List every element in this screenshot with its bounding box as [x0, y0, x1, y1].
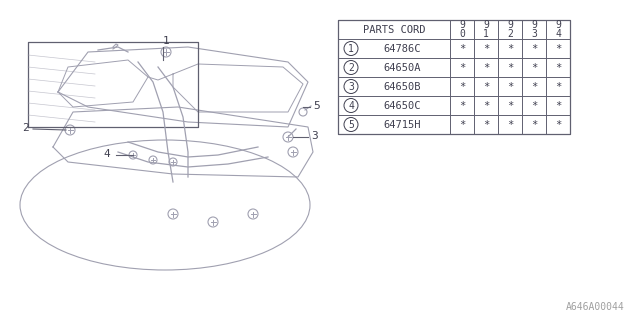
- Circle shape: [65, 125, 75, 135]
- Text: *: *: [555, 44, 561, 53]
- Text: 5: 5: [348, 119, 354, 130]
- Circle shape: [288, 147, 298, 157]
- Text: *: *: [459, 100, 465, 110]
- Text: *: *: [531, 82, 537, 92]
- Circle shape: [169, 158, 177, 166]
- Text: PARTS CORD: PARTS CORD: [363, 25, 425, 35]
- Text: 64786C: 64786C: [383, 44, 420, 53]
- Text: 64650A: 64650A: [383, 62, 420, 73]
- Circle shape: [168, 209, 178, 219]
- Text: *: *: [507, 62, 513, 73]
- Text: *: *: [555, 100, 561, 110]
- Text: *: *: [483, 119, 489, 130]
- Text: *: *: [531, 44, 537, 53]
- Text: 9
2: 9 2: [507, 20, 513, 39]
- Text: 9
1: 9 1: [483, 20, 489, 39]
- Text: 3: 3: [348, 82, 354, 92]
- Text: *: *: [555, 62, 561, 73]
- Text: 9
0: 9 0: [459, 20, 465, 39]
- Text: A646A00044: A646A00044: [566, 302, 625, 312]
- Text: *: *: [555, 82, 561, 92]
- Bar: [338, 20, 570, 134]
- Text: *: *: [531, 100, 537, 110]
- Text: 9
4: 9 4: [555, 20, 561, 39]
- Text: *: *: [483, 100, 489, 110]
- Text: *: *: [483, 44, 489, 53]
- Text: 4: 4: [348, 100, 354, 110]
- Text: 3: 3: [311, 131, 317, 141]
- Text: 64650B: 64650B: [383, 82, 420, 92]
- Text: 2: 2: [22, 123, 29, 133]
- Circle shape: [129, 151, 137, 159]
- Text: *: *: [459, 119, 465, 130]
- Text: *: *: [531, 62, 537, 73]
- Circle shape: [149, 156, 157, 164]
- Text: *: *: [483, 62, 489, 73]
- Text: 9
3: 9 3: [531, 20, 537, 39]
- Text: 2: 2: [348, 62, 354, 73]
- Text: 4: 4: [103, 149, 109, 159]
- Circle shape: [248, 209, 258, 219]
- Circle shape: [283, 132, 293, 142]
- Text: 64650C: 64650C: [383, 100, 420, 110]
- Text: *: *: [507, 119, 513, 130]
- Circle shape: [208, 217, 218, 227]
- Text: *: *: [507, 44, 513, 53]
- Text: 1: 1: [163, 36, 170, 46]
- Text: *: *: [555, 119, 561, 130]
- Text: *: *: [459, 62, 465, 73]
- Text: 64715H: 64715H: [383, 119, 420, 130]
- Text: *: *: [507, 82, 513, 92]
- Text: *: *: [459, 44, 465, 53]
- Text: *: *: [483, 82, 489, 92]
- Text: *: *: [507, 100, 513, 110]
- Text: 1: 1: [348, 44, 354, 53]
- Text: *: *: [531, 119, 537, 130]
- Text: 5: 5: [313, 101, 320, 111]
- Text: *: *: [459, 82, 465, 92]
